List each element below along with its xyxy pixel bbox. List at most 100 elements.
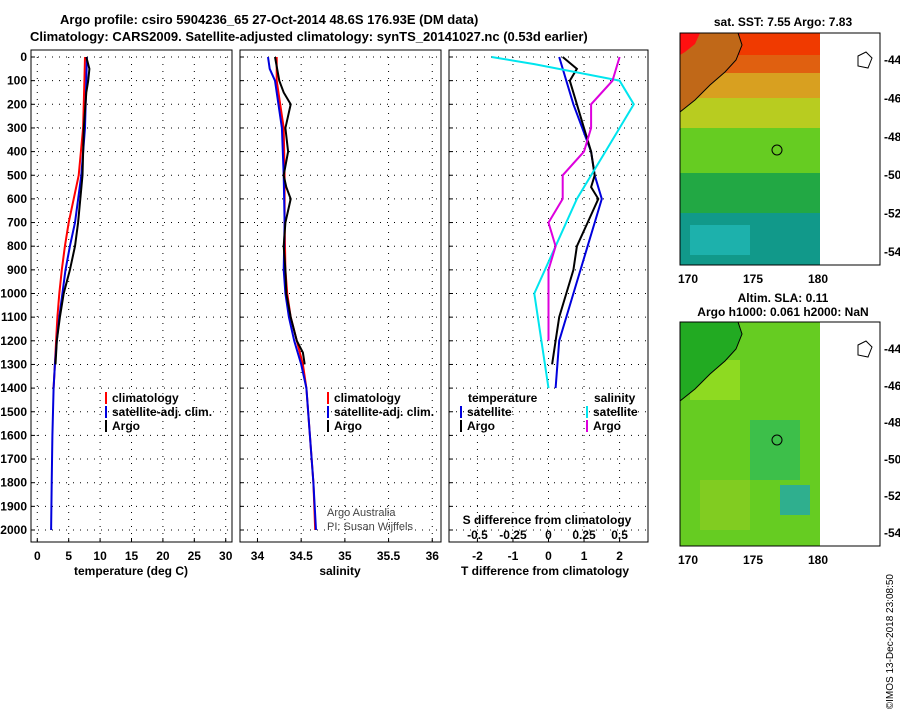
x-tick-label: 34 bbox=[251, 549, 265, 563]
series-line-argo bbox=[54, 56, 91, 365]
lon-tick-label: 170 bbox=[678, 553, 698, 567]
x-tick-label: 20 bbox=[156, 549, 170, 563]
depth-tick-label: 1200 bbox=[0, 334, 27, 348]
depth-tick-label: 700 bbox=[7, 216, 27, 230]
x-tick-label: 5 bbox=[65, 549, 72, 563]
legend-heading-temperature: temperature bbox=[468, 391, 538, 405]
x-tick-label: 30 bbox=[219, 549, 233, 563]
lat-tick-label: -52 bbox=[884, 207, 900, 221]
depth-tick-label: 1900 bbox=[0, 499, 27, 513]
x-tick-label: -1 bbox=[508, 549, 519, 563]
legend-label-satellite-s: satellite bbox=[593, 405, 638, 419]
s-tick-label: -0.5 bbox=[467, 528, 488, 542]
map-bottom bbox=[679, 321, 881, 547]
x-tick-label: 36 bbox=[426, 549, 440, 563]
lon-tick-label: 170 bbox=[678, 272, 698, 286]
title-line-1: Argo profile: csiro 5904236_65 27-Oct-20… bbox=[60, 12, 479, 27]
lat-tick-label: -54 bbox=[884, 245, 900, 259]
legend-label-satellite: satellite-adj. clim. bbox=[112, 405, 212, 419]
depth-tick-label: 100 bbox=[7, 74, 27, 88]
depth-tick-label: 0 bbox=[20, 50, 27, 64]
difference-legend: temperature salinity satellite Argo sate… bbox=[460, 391, 638, 433]
depth-tick-label: 1700 bbox=[0, 452, 27, 466]
chatham-island bbox=[857, 340, 873, 358]
depth-tick-label: 300 bbox=[7, 121, 27, 135]
depth-tick-label: 200 bbox=[7, 97, 27, 111]
depth-tick-label: 400 bbox=[7, 145, 27, 159]
x-tick-label: 2 bbox=[616, 549, 623, 563]
temperature-legend: climatology satellite-adj. clim. Argo bbox=[105, 391, 212, 433]
profile-charts: 0100200300400500600700800900100011001200… bbox=[0, 15, 900, 578]
s-tick-label: -0.25 bbox=[499, 528, 527, 542]
depth-tick-label: 900 bbox=[7, 263, 27, 277]
map-bottom-title-2: Argo h1000: 0.061 h2000: NaN bbox=[697, 305, 868, 319]
series-line-argo-s bbox=[547, 56, 621, 341]
lon-tick-label: 175 bbox=[743, 553, 763, 567]
depth-tick-label: 600 bbox=[7, 192, 27, 206]
lat-tick-label: -50 bbox=[884, 168, 900, 182]
lat-tick-label: -46 bbox=[884, 91, 900, 105]
legend-label-argo: Argo bbox=[334, 419, 362, 433]
legend-label-climatology: climatology bbox=[112, 391, 179, 405]
x-tick-label: 35.5 bbox=[377, 549, 401, 563]
x-tick-label: 35 bbox=[338, 549, 352, 563]
lon-tick-label: 180 bbox=[808, 272, 828, 286]
depth-tick-label: 1500 bbox=[0, 405, 27, 419]
x-tick-label: 34.5 bbox=[289, 549, 313, 563]
x-tick-label: 0 bbox=[545, 549, 552, 563]
series-line-satellite-t bbox=[554, 56, 603, 389]
x-tick-label: 10 bbox=[93, 549, 107, 563]
legend-label-argo-s: Argo bbox=[593, 419, 621, 433]
lat-tick-label: -46 bbox=[884, 379, 900, 393]
lat-tick-label: -54 bbox=[884, 526, 900, 540]
x-tick-label: 0 bbox=[34, 549, 41, 563]
float-location-marker bbox=[771, 434, 783, 446]
credit-line-1: Argo Australia bbox=[327, 507, 396, 519]
x-tick-label: -2 bbox=[472, 549, 483, 563]
depth-tick-label: 500 bbox=[7, 168, 27, 182]
s-difference-label: S difference from climatology bbox=[463, 513, 632, 527]
depth-tick-label: 1400 bbox=[0, 381, 27, 395]
depth-tick-label: 800 bbox=[7, 239, 27, 253]
credit-line-2: PI: Susan Wijffels bbox=[327, 521, 413, 533]
temperature-xlabel: temperature (deg C) bbox=[74, 564, 188, 578]
depth-tick-label: 2000 bbox=[0, 523, 27, 537]
lat-tick-label: -52 bbox=[884, 489, 900, 503]
map-top-title: sat. SST: 7.55 Argo: 7.83 bbox=[714, 15, 853, 29]
map-top bbox=[679, 32, 881, 266]
lat-tick-label: -44 bbox=[884, 342, 900, 356]
series-line-argo bbox=[274, 56, 306, 365]
series-line-satellite-s bbox=[491, 56, 635, 389]
lat-tick-label: -48 bbox=[884, 416, 900, 430]
new-zealand-coast bbox=[679, 32, 743, 114]
s-tick-label: 0.5 bbox=[611, 528, 628, 542]
legend-label-argo-t: Argo bbox=[467, 419, 495, 433]
depth-tick-label: 1000 bbox=[0, 287, 27, 301]
x-tick-label: 15 bbox=[125, 549, 139, 563]
lat-tick-label: -48 bbox=[884, 130, 900, 144]
s-tick-label: 0 bbox=[545, 528, 552, 542]
lon-tick-label: 180 bbox=[808, 553, 828, 567]
legend-heading-salinity: salinity bbox=[594, 391, 636, 405]
legend-label-argo: Argo bbox=[112, 419, 140, 433]
salinity-panel-frame bbox=[239, 49, 442, 543]
new-zealand-coast bbox=[679, 321, 743, 403]
title-line-2: Climatology: CARS2009. Satellite-adjuste… bbox=[30, 29, 588, 44]
s-tick-label: 0.25 bbox=[572, 528, 596, 542]
series-line-argo-t bbox=[551, 56, 600, 365]
depth-tick-label: 1800 bbox=[0, 476, 27, 490]
lat-tick-label: -44 bbox=[884, 53, 900, 67]
legend-label-climatology: climatology bbox=[334, 391, 401, 405]
depth-tick-label: 1600 bbox=[0, 428, 27, 442]
legend-label-satellite: satellite-adj. clim. bbox=[334, 405, 434, 419]
salinity-legend: climatology satellite-adj. clim. Argo bbox=[327, 391, 434, 433]
lat-tick-label: -50 bbox=[884, 452, 900, 466]
x-tick-label: 25 bbox=[188, 549, 202, 563]
imos-watermark: ©IMOS 13-Dec-2018 23:08:50 bbox=[885, 574, 896, 709]
depth-tick-label: 1100 bbox=[1, 310, 27, 324]
map-bottom-title-1: Altim. SLA: 0.11 bbox=[738, 291, 829, 305]
salinity-xlabel: salinity bbox=[319, 564, 361, 578]
float-location-marker bbox=[771, 144, 783, 156]
legend-label-satellite-t: satellite bbox=[467, 405, 512, 419]
x-tick-label: 1 bbox=[581, 549, 588, 563]
